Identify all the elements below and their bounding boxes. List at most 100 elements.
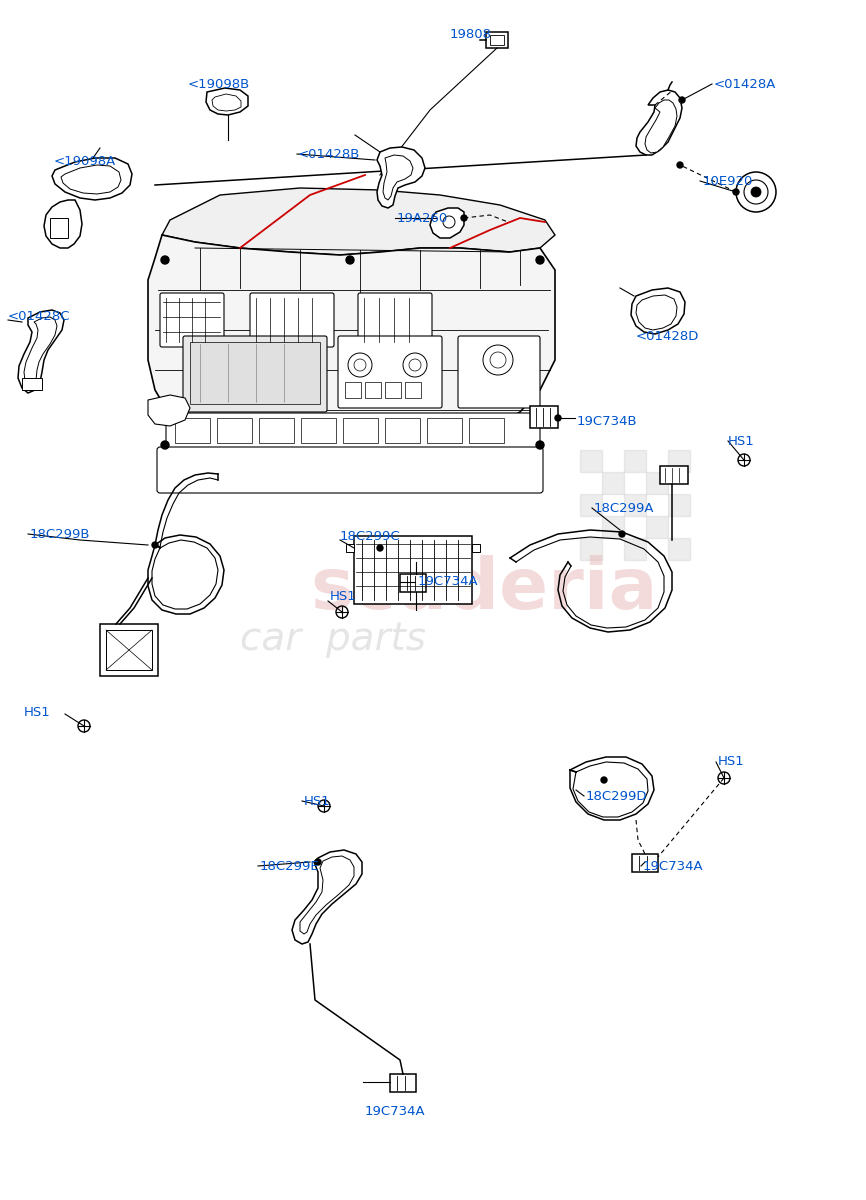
Bar [668, 494, 690, 516]
Text: 19C734B: 19C734B [577, 415, 637, 428]
FancyBboxPatch shape [358, 293, 432, 347]
Circle shape [377, 545, 383, 551]
Polygon shape [292, 850, 362, 944]
Polygon shape [631, 288, 685, 334]
Polygon shape [430, 208, 464, 238]
Bar [385, 418, 420, 443]
Text: 18C299D: 18C299D [586, 790, 648, 803]
Bar [106, 630, 152, 670]
Text: <01428C: <01428C [8, 310, 70, 323]
Bar [580, 494, 602, 516]
Text: 19C734A: 19C734A [418, 575, 479, 588]
Text: HS1: HS1 [304, 794, 331, 808]
Text: 19808: 19808 [450, 28, 492, 41]
Text: HS1: HS1 [330, 590, 357, 602]
Bar [660, 466, 688, 484]
Bar [530, 406, 558, 428]
Bar [390, 1074, 416, 1092]
Polygon shape [206, 88, 248, 115]
Polygon shape [44, 200, 82, 248]
Polygon shape [377, 146, 425, 208]
Circle shape [751, 187, 761, 197]
Bar [400, 574, 426, 592]
Polygon shape [300, 856, 354, 934]
Bar [354, 536, 472, 604]
FancyBboxPatch shape [183, 336, 327, 412]
Bar [175, 418, 210, 443]
Bar [486, 32, 508, 48]
Circle shape [461, 215, 467, 221]
Circle shape [536, 440, 544, 449]
Text: car  parts: car parts [240, 620, 426, 658]
Polygon shape [148, 395, 190, 426]
Bar [405, 382, 421, 398]
Circle shape [161, 256, 169, 264]
Polygon shape [645, 100, 677, 152]
Text: <01428D: <01428D [636, 330, 700, 343]
Polygon shape [212, 94, 241, 110]
Bar [646, 472, 668, 494]
Circle shape [443, 216, 455, 228]
Bar [346, 544, 354, 552]
Circle shape [619, 530, 625, 538]
Text: 18C299B: 18C299B [30, 528, 91, 541]
FancyBboxPatch shape [458, 336, 540, 408]
Bar [345, 382, 361, 398]
Bar [100, 624, 158, 676]
Polygon shape [162, 188, 555, 254]
Bar [490, 35, 504, 44]
Bar [50, 218, 68, 238]
Polygon shape [383, 155, 413, 200]
Circle shape [483, 346, 513, 374]
Bar [22, 378, 42, 390]
Bar [217, 418, 252, 443]
Polygon shape [61, 164, 121, 194]
Circle shape [346, 256, 354, 264]
Text: 19C734A: 19C734A [365, 1105, 425, 1118]
Text: 18C299E: 18C299E [260, 860, 320, 874]
Bar [427, 418, 462, 443]
Bar [602, 472, 624, 494]
FancyBboxPatch shape [250, 293, 334, 347]
Polygon shape [636, 90, 682, 155]
Text: scuderia: scuderia [310, 554, 657, 624]
Bar [301, 418, 336, 443]
Text: 19A260: 19A260 [397, 212, 449, 226]
Text: 18C299C: 18C299C [340, 530, 401, 542]
Bar [469, 418, 504, 443]
Bar [632, 854, 658, 872]
Text: HS1: HS1 [24, 706, 51, 719]
Bar [624, 450, 646, 472]
Bar [646, 516, 668, 538]
Bar [190, 342, 320, 404]
Text: 18C299A: 18C299A [594, 502, 655, 515]
Bar [668, 538, 690, 560]
Circle shape [354, 359, 366, 371]
FancyBboxPatch shape [157, 446, 543, 493]
Bar [580, 538, 602, 560]
Text: 19C734A: 19C734A [643, 860, 703, 874]
Bar [259, 418, 294, 443]
Circle shape [736, 172, 776, 212]
Circle shape [677, 162, 683, 168]
FancyBboxPatch shape [166, 413, 540, 449]
Circle shape [679, 97, 685, 103]
Circle shape [744, 180, 768, 204]
Polygon shape [636, 295, 677, 330]
Polygon shape [24, 317, 57, 386]
FancyBboxPatch shape [160, 293, 224, 347]
Bar [385, 382, 401, 398]
Bar [365, 382, 381, 398]
Circle shape [490, 352, 506, 368]
Bar [624, 538, 646, 560]
Bar [580, 450, 602, 472]
Circle shape [161, 440, 169, 449]
Circle shape [409, 359, 421, 371]
Text: HS1: HS1 [718, 755, 745, 768]
FancyBboxPatch shape [338, 336, 442, 408]
Polygon shape [52, 158, 132, 200]
Circle shape [536, 256, 544, 264]
Bar [602, 516, 624, 538]
Circle shape [152, 542, 158, 548]
Bar [668, 450, 690, 472]
